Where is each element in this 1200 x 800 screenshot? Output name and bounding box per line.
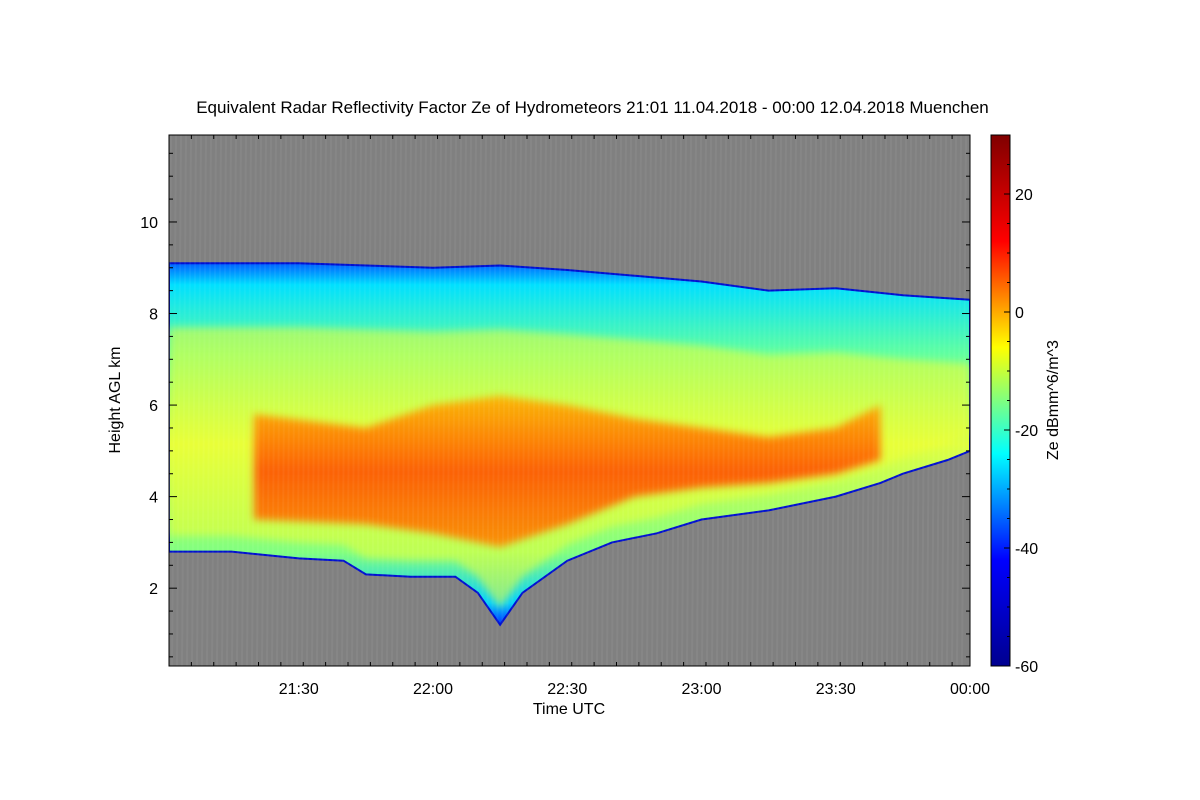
y-tick-label: 6 bbox=[149, 398, 158, 415]
y-tick-label: 10 bbox=[140, 215, 158, 232]
chart-title: Equivalent Radar Reflectivity Factor Ze … bbox=[196, 98, 989, 117]
x-axis-label: Time UTC bbox=[533, 701, 605, 718]
colorbar-tick-label: -60 bbox=[1015, 659, 1038, 676]
x-tick-label: 21:30 bbox=[279, 681, 319, 698]
colorbar-label: Ze dBmm^6/m^3 bbox=[1045, 340, 1062, 460]
colorbar-tick-label: 0 bbox=[1015, 305, 1024, 322]
x-tick-label: 00:00 bbox=[950, 681, 990, 698]
x-tick-label: 23:30 bbox=[816, 681, 856, 698]
colorbar-tick-label: -20 bbox=[1015, 423, 1038, 440]
plot-frame bbox=[168, 134, 971, 667]
x-axis: 21:30 22:00 22:30 23:00 23:30 00:00 bbox=[168, 135, 990, 698]
x-tick-label: 22:00 bbox=[413, 681, 453, 698]
colorbar-tick-label: 20 bbox=[1015, 187, 1033, 204]
colorbar-axis: 20 0 -20 -40 -60 bbox=[1004, 134, 1038, 676]
y-axis-label: Height AGL km bbox=[107, 346, 124, 453]
x-tick-label: 22:30 bbox=[547, 681, 587, 698]
x-tick-label: 23:00 bbox=[681, 681, 721, 698]
y-tick-label: 4 bbox=[149, 490, 158, 507]
y-tick-label: 8 bbox=[149, 307, 158, 324]
reflectivity-layer bbox=[169, 135, 970, 666]
colorbar-tick-label: -40 bbox=[1015, 541, 1038, 558]
y-tick-label: 2 bbox=[149, 581, 158, 598]
core-region bbox=[254, 395, 881, 547]
y-axis: 2 4 6 8 10 bbox=[140, 152, 970, 658]
